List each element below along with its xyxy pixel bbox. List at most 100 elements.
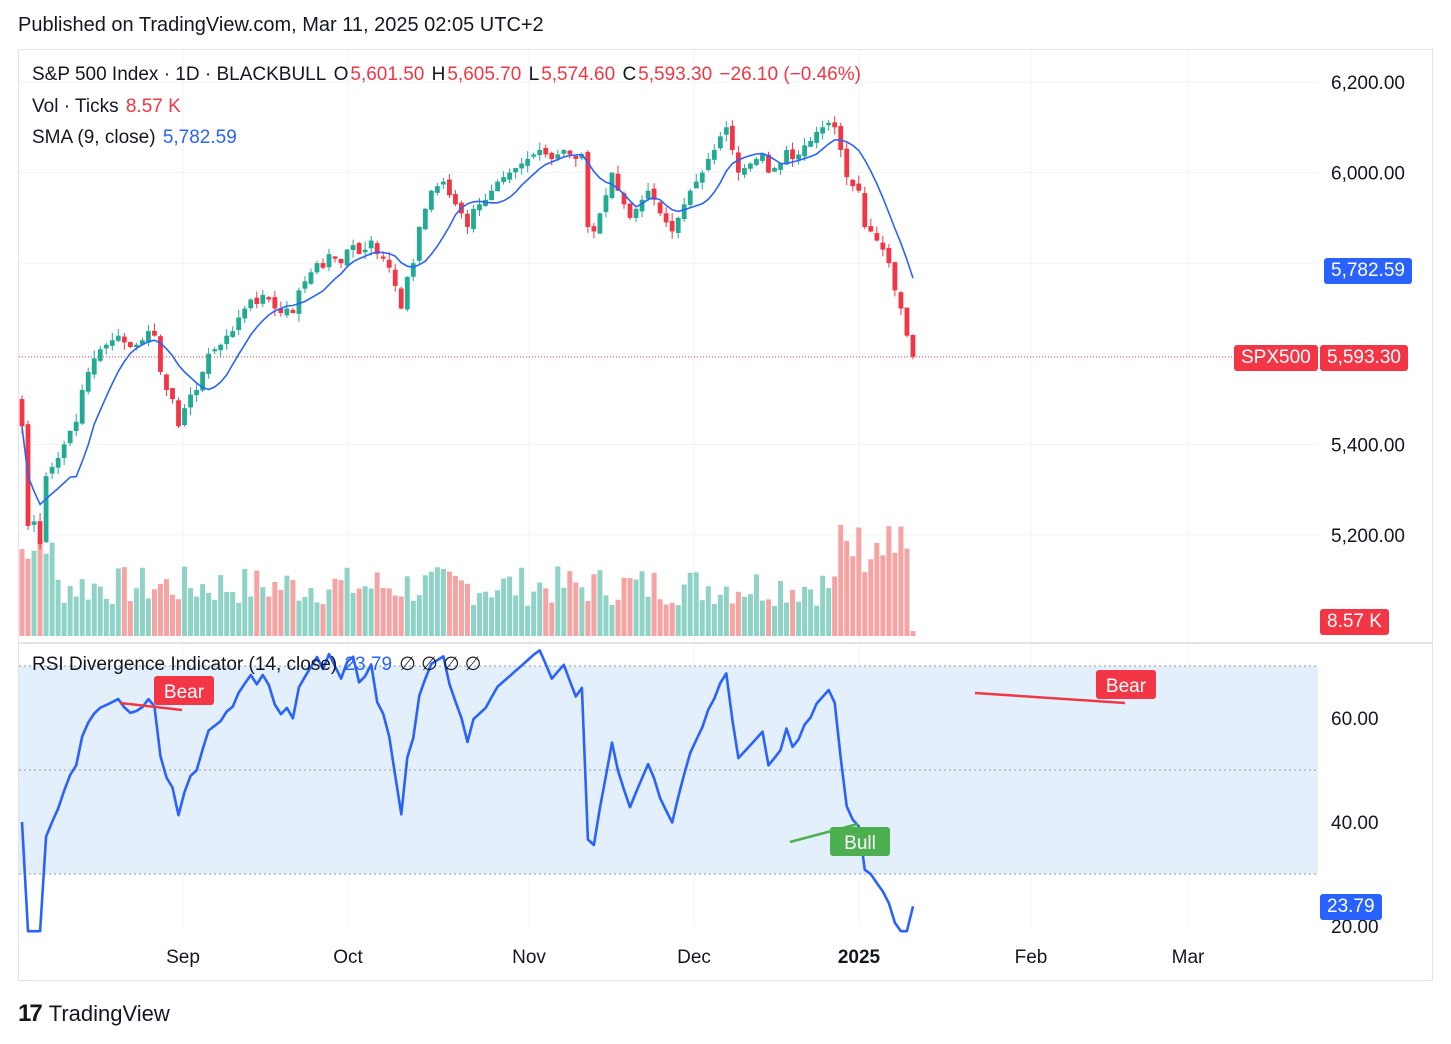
candle: [296, 287, 302, 322]
candle: [772, 166, 777, 173]
legend-symbol[interactable]: S&P 500 Index · 1D · BLACKBULL: [32, 64, 327, 85]
volume-bar: [651, 572, 657, 636]
candle-body: [115, 335, 121, 341]
candle: [404, 276, 410, 312]
volume-bar: [729, 603, 735, 636]
volume-bar: [892, 552, 898, 636]
candle: [748, 162, 753, 172]
volume-bar: [266, 596, 272, 636]
candle: [814, 126, 820, 149]
candle-body: [434, 186, 440, 193]
candle-body: [609, 172, 615, 198]
volume-bar: [735, 591, 741, 636]
candle: [326, 248, 332, 272]
candle: [212, 347, 218, 355]
candle: [760, 153, 765, 164]
candle: [729, 120, 735, 155]
candle: [892, 261, 898, 297]
volume-bar: [838, 524, 844, 636]
volume-bar: [531, 591, 537, 636]
volume-bar: [320, 604, 326, 636]
time-axis-tick: 2025: [838, 947, 881, 968]
candle: [705, 152, 711, 172]
volume-bar: [121, 567, 127, 636]
volume-bar: [464, 583, 470, 636]
candle: [639, 195, 645, 218]
candle: [410, 258, 416, 282]
candle-body: [362, 249, 368, 253]
volume-bar: [645, 596, 651, 636]
legend-o-label: O: [333, 64, 349, 85]
candle-body: [218, 344, 224, 351]
candle: [868, 218, 874, 233]
volume-bar: [458, 580, 464, 636]
volume-bar: [699, 600, 705, 636]
candle: [717, 131, 723, 151]
candle: [573, 155, 579, 167]
candle-body: [266, 297, 272, 300]
divergence-label: Bear: [164, 682, 205, 703]
candle: [218, 343, 224, 358]
candle: [802, 138, 807, 161]
volume-bar: [368, 588, 374, 636]
candle-body: [669, 220, 675, 232]
volume-bar: [723, 586, 729, 636]
candle: [121, 333, 127, 350]
legend-change: −26.10 (−0.46%): [719, 64, 861, 85]
candle: [254, 291, 260, 309]
candle: [398, 286, 404, 310]
candle: [91, 350, 97, 379]
time-axis-tick: Feb: [1015, 947, 1048, 968]
candle: [742, 164, 747, 179]
candle-body: [531, 154, 537, 157]
volume-bar: [537, 582, 543, 636]
legend-vol-label[interactable]: Vol · Ticks: [32, 96, 119, 117]
candle-body: [441, 181, 446, 185]
candle: [224, 329, 230, 350]
candle-body: [754, 159, 759, 165]
volume-bar: [230, 591, 236, 636]
candle-body: [766, 154, 771, 173]
candle-body: [615, 173, 621, 191]
volume-bar: [784, 602, 790, 636]
candle: [115, 328, 121, 343]
rsi-line: [20, 649, 915, 933]
price-axis-tick: 5,200.00: [1331, 526, 1405, 547]
legend-rsi-label[interactable]: RSI Divergence Indicator (14, close): [32, 654, 338, 675]
time-axis-tick: Dec: [677, 947, 711, 968]
volume-bar: [868, 559, 874, 636]
candle: [109, 332, 115, 351]
volume-bar: [398, 596, 404, 636]
candle-body: [176, 400, 181, 427]
legend-sma-label[interactable]: SMA (9, close): [32, 127, 156, 148]
legend-low-value: 5,574.60: [541, 64, 616, 85]
volume-bar: [850, 556, 856, 636]
chart-frame[interactable]: [18, 49, 1433, 981]
volume-bar: [308, 587, 314, 636]
candle-body: [55, 457, 61, 468]
time-axis-tick: Mar: [1172, 947, 1205, 968]
candle-body: [687, 190, 693, 205]
candle: [260, 289, 266, 307]
volume-bar: [832, 576, 838, 636]
candle: [627, 202, 633, 220]
candle: [693, 173, 699, 189]
candle-body: [380, 256, 386, 259]
candle: [603, 188, 609, 218]
tradingview-logo[interactable]: 17 TradingView: [18, 1000, 170, 1028]
candle: [37, 513, 43, 550]
volume-bar: [446, 571, 452, 636]
volume-bar: [200, 584, 206, 636]
candle-body: [368, 240, 374, 249]
candle-body: [49, 467, 55, 474]
volume-bar: [513, 595, 519, 636]
candle-body: [603, 195, 609, 213]
candle: [489, 184, 494, 201]
candle: [85, 367, 91, 395]
sma-line: [21, 139, 914, 506]
candle: [507, 168, 513, 184]
volume-bar: [428, 571, 434, 636]
candle-body: [862, 193, 868, 227]
candle-body: [140, 340, 145, 345]
